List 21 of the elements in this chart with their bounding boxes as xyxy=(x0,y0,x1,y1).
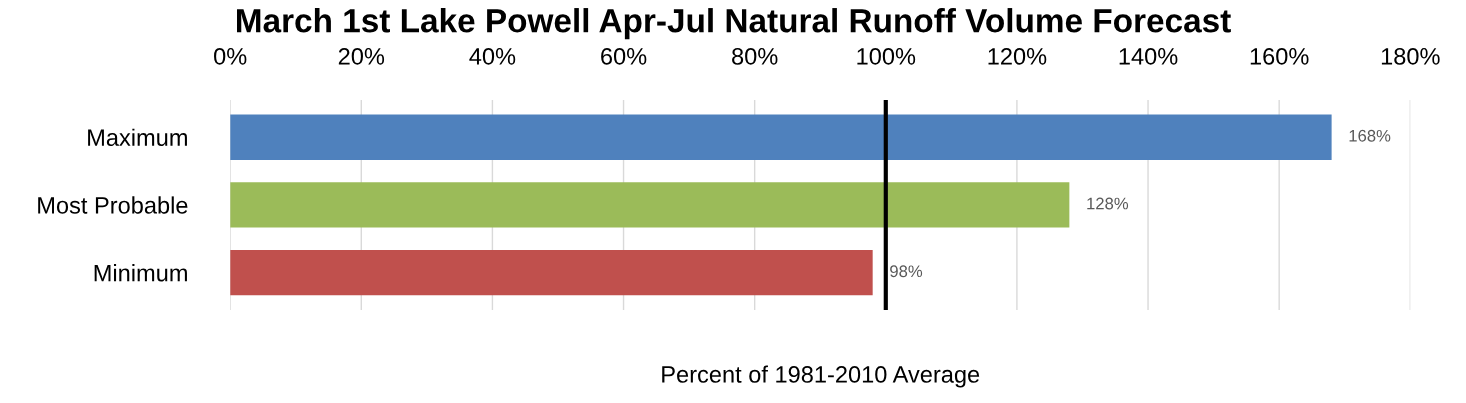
x-tick-label: 40% xyxy=(469,48,516,65)
y-tick-label: Minimum xyxy=(94,264,187,282)
x-tick-label: 140% xyxy=(1119,48,1178,65)
y-tick-label: Maximum xyxy=(88,128,187,146)
x-tick-label: 80% xyxy=(732,48,778,65)
data-label: 128% xyxy=(1087,197,1129,210)
bar xyxy=(230,182,1070,228)
x-tick-label: 180% xyxy=(1381,48,1440,65)
chart-title: March 1st Lake Powell Apr-Jul Natural Runoff Volume Forecast xyxy=(237,8,1231,40)
y-tick-label: Most Probable xyxy=(38,196,188,214)
bar xyxy=(230,114,1332,160)
data-label: 98% xyxy=(890,265,923,278)
x-tick-label: 120% xyxy=(988,48,1047,65)
x-axis-title: Percent of 1981-2010 Average xyxy=(662,365,980,388)
x-tick-label: 100% xyxy=(857,48,916,65)
x-tick-label: 0% xyxy=(214,48,247,65)
x-tick-label: 160% xyxy=(1250,48,1309,65)
data-label: 168% xyxy=(1349,129,1391,142)
x-tick-label: 60% xyxy=(601,48,647,65)
bar xyxy=(230,249,873,296)
x-tick-label: 20% xyxy=(338,48,385,65)
